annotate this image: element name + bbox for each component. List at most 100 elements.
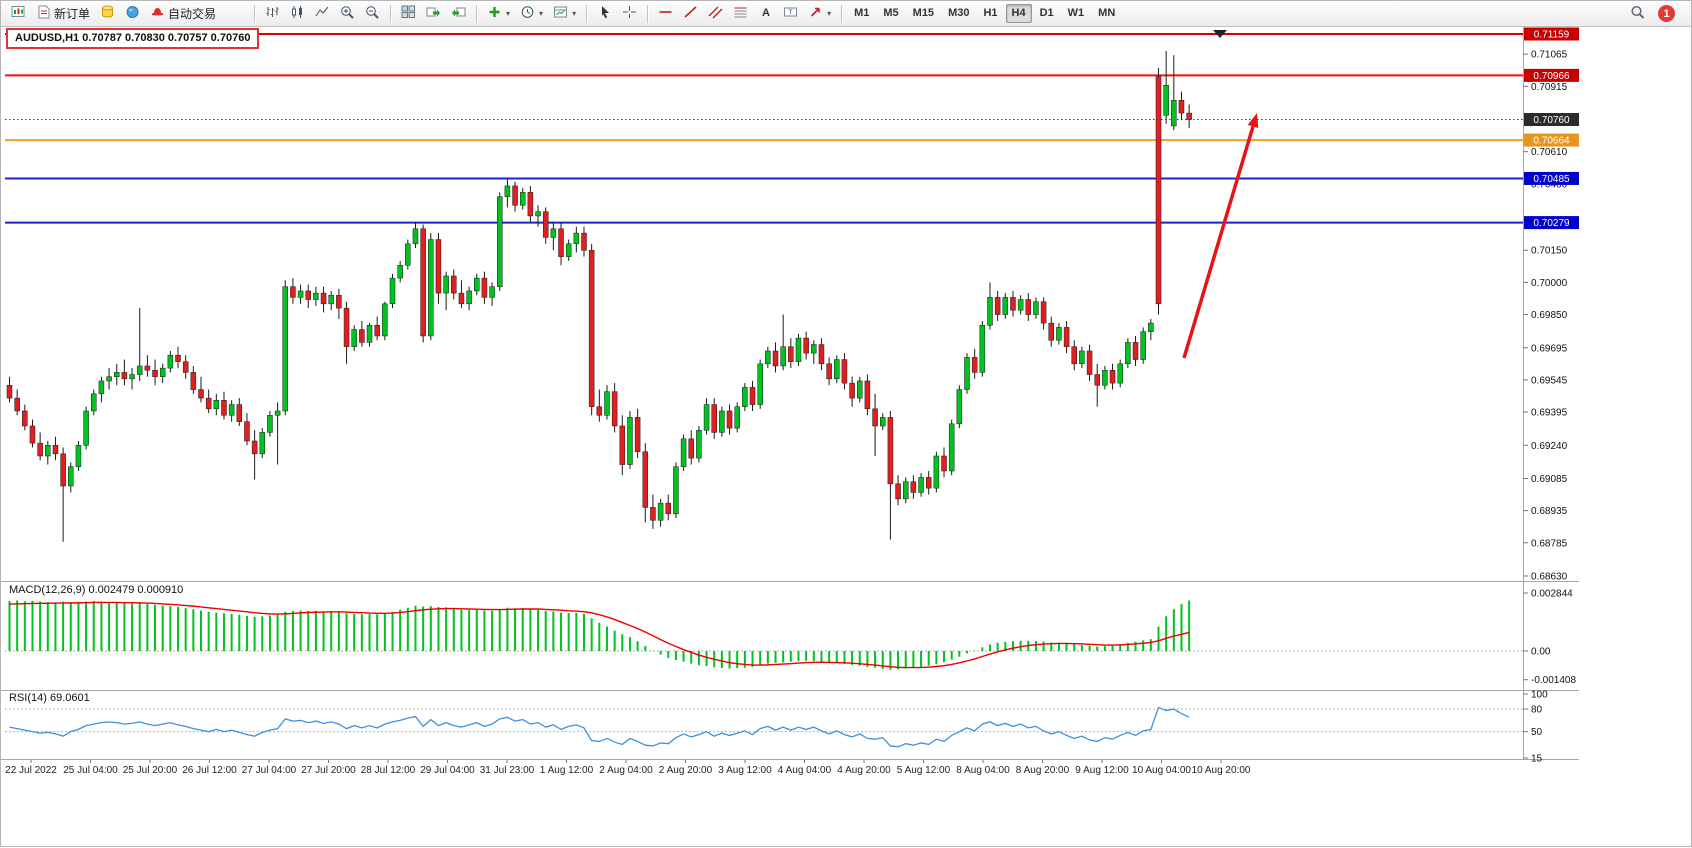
bear-candle bbox=[994, 297, 1001, 315]
channel-tool-button[interactable] bbox=[704, 3, 727, 24]
hline-tool-button[interactable] bbox=[654, 3, 677, 24]
zoom-in-button[interactable] bbox=[336, 3, 359, 24]
bear-candle bbox=[887, 417, 894, 485]
chart-shift-icon bbox=[451, 5, 466, 22]
tile-windows-icon bbox=[401, 5, 416, 22]
bear-candle bbox=[1040, 301, 1047, 324]
time-axis[interactable]: 22 Jul 2022 25 Jul 04:00 25 Jul 20:00 26 Ju… bbox=[5, 759, 1251, 777]
label-tool-button[interactable]: T bbox=[779, 3, 802, 24]
fibonacci-tool-button[interactable] bbox=[729, 3, 752, 24]
tf-m5-button[interactable]: M5 bbox=[883, 7, 899, 19]
chart-frame bbox=[1, 27, 1579, 760]
indicators-button[interactable]: ▾ bbox=[483, 3, 514, 24]
tf-m1-button[interactable]: M1 bbox=[854, 7, 870, 19]
bull-candle bbox=[504, 185, 511, 197]
bull-candle bbox=[45, 445, 51, 457]
price-tick-label: 0.69395 bbox=[1531, 408, 1568, 419]
market-watch-button[interactable] bbox=[121, 3, 144, 24]
bull-candle bbox=[389, 277, 396, 305]
bear-candle bbox=[558, 228, 564, 257]
bull-candle bbox=[159, 367, 166, 377]
text-tool-button[interactable]: A bbox=[754, 3, 777, 24]
macd-panel[interactable]: 0.002844 0.00 -0.001408 bbox=[5, 589, 1576, 687]
bull-candle bbox=[933, 455, 940, 489]
bull-candle bbox=[948, 423, 955, 472]
bull-candle bbox=[1117, 363, 1123, 384]
bull-candle bbox=[673, 466, 679, 515]
trend-arrow[interactable] bbox=[1182, 113, 1259, 359]
bull-candle bbox=[834, 359, 840, 380]
trendline-tool-button[interactable] bbox=[679, 3, 702, 24]
time-tick-label: 5 Aug 12:00 bbox=[897, 765, 951, 776]
price-tick-label: 0.69545 bbox=[1531, 375, 1568, 386]
new-order-button[interactable]: 新订单 bbox=[32, 3, 94, 24]
time-tick-label: 9 Aug 12:00 bbox=[1075, 765, 1129, 776]
bull-candle bbox=[857, 380, 863, 399]
bull-candle bbox=[313, 292, 319, 300]
arrows-tool-button[interactable]: ▾ bbox=[804, 3, 835, 24]
new-chart-icon bbox=[11, 5, 26, 22]
chart-shift-button[interactable] bbox=[447, 3, 470, 24]
tile-windows-button[interactable] bbox=[397, 3, 420, 24]
bear-candle bbox=[336, 294, 342, 309]
time-tick-label: 10 Aug 20:00 bbox=[1192, 765, 1251, 776]
chart-shift-marker[interactable] bbox=[1213, 30, 1227, 38]
autotrading-button[interactable]: 自动交易 bbox=[146, 3, 220, 24]
tf-m30-button[interactable]: M30 bbox=[948, 7, 970, 19]
bull-candle bbox=[1056, 327, 1062, 341]
cursor-button[interactable] bbox=[593, 3, 616, 24]
hlines-layer[interactable] bbox=[5, 33, 1523, 224]
price-axis[interactable]: 0.710650.709150.706100.704600.701500.700… bbox=[1523, 27, 1579, 583]
periods-button[interactable]: ▾ bbox=[516, 3, 547, 24]
tf-mn-button[interactable]: MN bbox=[1098, 7, 1116, 19]
bear-candle bbox=[244, 421, 250, 442]
templates-button[interactable]: ▾ bbox=[549, 3, 580, 24]
bull-candle bbox=[956, 389, 963, 425]
bear-candle bbox=[1132, 342, 1139, 360]
bear-candle bbox=[650, 507, 656, 521]
candlestick-chart-button[interactable] bbox=[286, 3, 309, 24]
time-tick-label: 10 Aug 04:00 bbox=[1132, 765, 1191, 776]
bull-candle bbox=[113, 372, 120, 377]
bull-candle bbox=[657, 502, 664, 521]
price-tick-label: 0.69850 bbox=[1531, 310, 1568, 321]
history-center-button[interactable] bbox=[96, 3, 119, 24]
auto-scroll-button[interactable] bbox=[422, 3, 445, 24]
chart-title: AUDUSD,H1 0.70787 0.70830 0.70757 0.7076… bbox=[6, 28, 260, 49]
new-chart-button[interactable] bbox=[7, 3, 30, 24]
rsi-panel[interactable]: 100 80 50 15 bbox=[5, 690, 1548, 765]
bear-candle bbox=[305, 290, 311, 300]
bear-candle bbox=[803, 337, 809, 354]
bear-candle bbox=[864, 380, 871, 410]
bear-candle bbox=[772, 350, 779, 367]
bull-candle bbox=[879, 417, 886, 427]
bull-candle bbox=[1079, 350, 1085, 365]
toolbar: 新订单 自动交易 bbox=[1, 1, 1691, 27]
price-tick-label: 0.68630 bbox=[1531, 572, 1568, 583]
bull-candle bbox=[282, 286, 289, 412]
bear-candle bbox=[221, 400, 227, 416]
tf-d1-button[interactable]: D1 bbox=[1039, 7, 1054, 19]
line-chart-button[interactable] bbox=[311, 3, 334, 24]
bear-candle bbox=[611, 391, 618, 427]
label-tool-icon: T bbox=[783, 5, 798, 22]
search-button[interactable] bbox=[1626, 3, 1650, 24]
price-badge-label: 0.71159 bbox=[1534, 30, 1570, 41]
zoom-out-button[interactable] bbox=[361, 3, 384, 24]
tf-m15-button[interactable]: M15 bbox=[912, 7, 935, 19]
bear-candle bbox=[749, 387, 756, 405]
bull-candle bbox=[428, 239, 434, 337]
tf-h1-button[interactable]: H1 bbox=[983, 7, 998, 19]
bear-candle bbox=[435, 239, 442, 294]
notification-badge[interactable]: 1 bbox=[1658, 5, 1675, 22]
tf-w1-button[interactable]: W1 bbox=[1067, 7, 1085, 19]
bull-candle bbox=[259, 432, 266, 455]
crosshair-button[interactable] bbox=[618, 3, 641, 24]
bar-chart-button[interactable] bbox=[261, 3, 284, 24]
price-tick-label: 0.71065 bbox=[1531, 50, 1568, 61]
bear-candle bbox=[175, 355, 181, 362]
price-badge bbox=[1524, 171, 1579, 185]
bull-candle bbox=[780, 346, 786, 367]
tf-h4-button[interactable]: H4 bbox=[1005, 4, 1032, 23]
